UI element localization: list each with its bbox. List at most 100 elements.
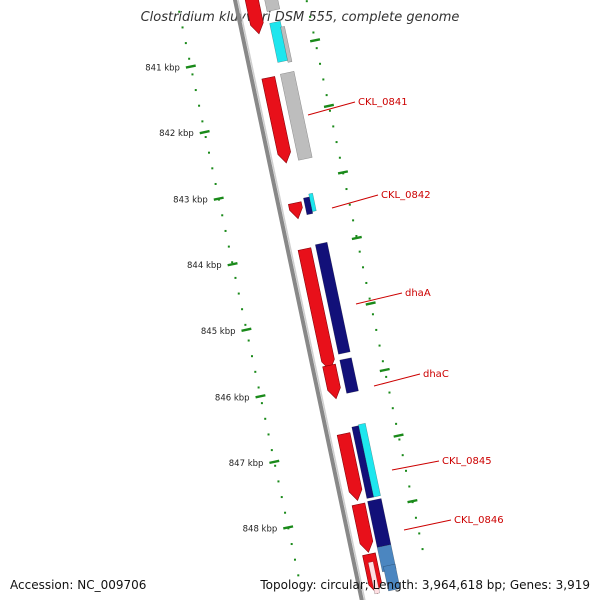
right-minor-tick (371, 313, 374, 316)
gene-block-gray (264, 0, 281, 12)
kbp-tick-mark (255, 394, 266, 399)
right-minor-tick (362, 266, 365, 269)
genome-summary-text: Topology: circular; Length: 3,964,618 bp… (260, 578, 590, 592)
right-minor-tick (315, 47, 318, 50)
right-minor-tick (345, 188, 348, 191)
left-minor-tick (207, 151, 210, 154)
left-minor-tick (178, 10, 181, 13)
accession-text: Accession: NC_009706 (10, 578, 147, 592)
left-minor-tick (194, 89, 197, 92)
right-minor-tick (395, 422, 398, 425)
gene-block-cyan (308, 192, 317, 212)
gene-label: CKL_0841 (358, 97, 408, 108)
kbp-tick-mark-right (337, 170, 349, 175)
kbp-tick-mark (283, 525, 294, 530)
gene-label-leader (373, 373, 421, 387)
right-minor-tick (338, 156, 341, 159)
right-minor-tick (414, 516, 417, 519)
gene-features (244, 0, 401, 595)
kbp-tick-mark-right (309, 38, 321, 43)
left-minor-tick (293, 558, 296, 561)
right-minor-tick (378, 344, 381, 347)
gene-block-pale (367, 561, 380, 595)
right-minor-tick (305, 0, 308, 3)
right-minor-tick (319, 62, 322, 65)
map-title: Clostridium kluyveri DSM 555, complete g… (140, 10, 460, 25)
left-minor-tick (224, 229, 227, 232)
kbp-tick-label: 843 kbp (173, 196, 208, 206)
gene-arrow-red (322, 363, 341, 400)
gene-label-leader (331, 194, 379, 209)
kbp-tick-mark (185, 64, 196, 69)
gene-block-gray (280, 71, 313, 161)
right-minor-tick (352, 219, 355, 222)
kbp-tick-label: 848 kbp (243, 524, 278, 534)
right-minor-tick (309, 15, 312, 18)
kbp-tick-mark (213, 196, 224, 201)
right-minor-tick (328, 109, 331, 112)
kbp-tick-mark-right (365, 301, 376, 306)
right-minor-tick (401, 454, 404, 457)
gene-block-navy (315, 241, 351, 355)
kbp-tick-mark-right (351, 235, 362, 241)
kbp-tick-mark (199, 129, 210, 135)
left-minor-tick (264, 417, 267, 420)
kbp-tick-label: 846 kbp (215, 393, 250, 403)
minor-ticks (178, 0, 424, 577)
right-minor-tick (332, 125, 335, 128)
left-minor-tick (254, 370, 257, 373)
kbp-tick-label: 844 kbp (187, 261, 222, 271)
gene-label: CKL_0845 (442, 456, 492, 467)
right-minor-tick (391, 407, 394, 410)
left-minor-tick (277, 480, 280, 483)
left-minor-tick (227, 245, 230, 248)
gene-block-cyan (358, 422, 381, 498)
kbp-tick-label: 841 kbp (145, 64, 180, 74)
right-minor-tick (421, 548, 424, 551)
left-minor-tick (184, 42, 187, 45)
right-minor-tick (388, 391, 391, 394)
kbp-tick-mark-right (323, 103, 335, 109)
right-minor-tick (335, 141, 338, 144)
right-minor-tick (375, 328, 378, 331)
left-minor-tick (221, 214, 224, 217)
left-minor-tick (297, 574, 300, 577)
right-minor-tick (385, 375, 388, 378)
right-minor-tick (398, 438, 401, 441)
kbp-tick-label: 842 kbp (159, 129, 194, 139)
gene-label-leader (403, 519, 452, 531)
gene-arrow-red (244, 0, 264, 35)
right-minor-tick (348, 203, 351, 206)
right-minor-tick (355, 235, 358, 238)
left-minor-tick (241, 308, 244, 311)
gene-label: CKL_0842 (381, 190, 431, 201)
right-minor-tick (365, 281, 368, 284)
left-minor-tick (237, 292, 240, 295)
backbone-highlight (237, 0, 366, 600)
backbone-line (232, 0, 364, 600)
right-minor-tick (381, 360, 384, 363)
kbp-ticks: 841 kbp 842 kbp 843 kbp 844 kbp 845 kbp 846 k… (145, 38, 418, 534)
kbp-tick-mark-right (379, 367, 390, 373)
gene-block-gray-thin (280, 25, 293, 63)
right-minor-tick (405, 469, 408, 472)
left-minor-tick (244, 323, 247, 326)
kbp-tick-mark-right (407, 498, 418, 504)
right-minor-tick (312, 31, 315, 34)
left-minor-tick (181, 26, 184, 29)
left-minor-tick (290, 543, 293, 546)
right-minor-tick (408, 485, 411, 488)
left-minor-tick (234, 276, 237, 279)
gene-label: CKL_0846 (454, 515, 504, 526)
gene-arrow-red (336, 432, 363, 502)
gene-label: dhaA (405, 288, 431, 299)
left-minor-tick (198, 104, 201, 107)
kbp-tick-mark (269, 459, 280, 465)
right-minor-tick (322, 78, 325, 81)
gene-block-steel (383, 563, 401, 592)
gene-label-leader (307, 101, 356, 116)
left-minor-tick (211, 167, 214, 170)
gene-arrow-red (288, 201, 303, 220)
left-minor-tick (247, 339, 250, 342)
